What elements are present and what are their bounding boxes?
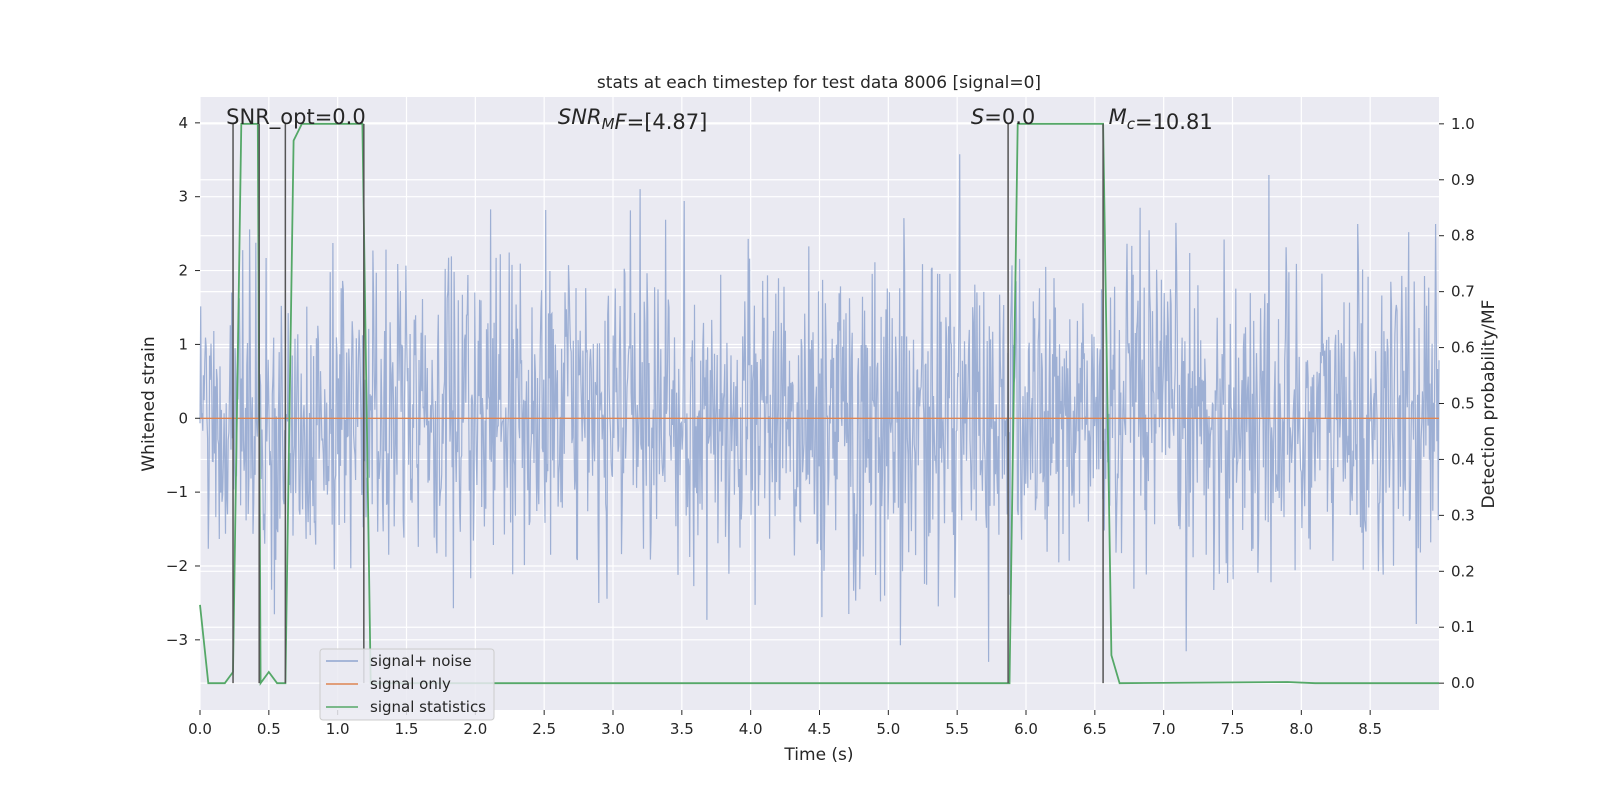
- annotation-part: =0.0: [984, 105, 1035, 129]
- annotation-part: M: [1109, 105, 1127, 129]
- y2-tick-label: 0.4: [1451, 450, 1475, 468]
- x-axis-label: Time (s): [783, 745, 853, 765]
- y2-tick-label: 0.5: [1451, 395, 1475, 413]
- y2-tick-label: 1.0: [1451, 115, 1475, 133]
- x-tick-label: 0.0: [188, 720, 212, 738]
- y2-tick-label: 0.8: [1451, 227, 1475, 245]
- x-tick-label: 0.5: [257, 720, 281, 738]
- y-tick-label: −2: [166, 557, 188, 575]
- x-ticks: 0.0 0.5 1.0 1.5 2.0 2.5 3.0 3.5 4.0 4.5 5.0 5.5 6.0 6…: [188, 710, 1382, 738]
- legend: signal+ noise signal only signal statist…: [319, 648, 495, 721]
- y-tick-label: 0: [178, 409, 188, 427]
- y-tick-label: −3: [166, 631, 188, 649]
- y2-tick-label: 0.3: [1451, 506, 1475, 524]
- x-tick-label: 7.5: [1221, 720, 1245, 738]
- annotation-part: =[4.87]: [627, 110, 708, 134]
- annotation-snr-opt: SNR_opt=0.0: [226, 105, 366, 130]
- series-line-signal-noise: [199, 154, 1440, 662]
- y2-tick-label: 0.7: [1451, 283, 1475, 301]
- y-tick-label: 3: [178, 188, 188, 206]
- series-line-signal-statistics: [199, 122, 1439, 686]
- y2-tick-label: 0.0: [1451, 674, 1475, 692]
- x-tick-label: 8.0: [1289, 720, 1313, 738]
- annotation-part: M: [602, 115, 615, 133]
- y2-tick-label: 0.6: [1451, 339, 1475, 357]
- x-tick-label: 5.0: [876, 720, 900, 738]
- annotation-part: c: [1127, 115, 1136, 133]
- x-tick-label: 6.0: [1014, 720, 1038, 738]
- x-tick-label: 2.5: [532, 720, 556, 738]
- y-tick-label: 4: [178, 114, 188, 132]
- legend-label-signal-noise: signal+ noise: [370, 652, 472, 670]
- y-ticks: −3 −2 −1 0 1 2 3 4: [166, 114, 200, 649]
- y2-axis-label: Detection probability/MF: [1479, 300, 1499, 509]
- x-tick-label: 6.5: [1083, 720, 1107, 738]
- x-tick-label: 1.0: [326, 720, 350, 738]
- annotation-part: F: [615, 110, 628, 134]
- annotation-mc-value: Mc=10.81: [1109, 105, 1213, 134]
- chart-title: stats at each timestep for test data 800…: [597, 73, 1041, 93]
- annotation-part: S: [971, 105, 984, 129]
- x-tick-label: 1.5: [395, 720, 419, 738]
- y2-tick-label: 0.1: [1451, 618, 1475, 636]
- series-layer: [199, 122, 1439, 686]
- x-tick-label: 3.5: [670, 720, 694, 738]
- x-tick-label: 2.0: [463, 720, 487, 738]
- annotation-part: SNR_opt=0.0: [226, 105, 366, 130]
- annotation-snr-mf: SNRMF=[4.87]: [558, 105, 707, 134]
- legend-box: [319, 648, 495, 721]
- vline-layer: [232, 123, 1104, 684]
- noise-series-layer: [199, 154, 1440, 662]
- x-tick-label: 3.0: [601, 720, 625, 738]
- y-tick-label: 2: [178, 262, 188, 280]
- x-tick-label: 8.5: [1358, 720, 1382, 738]
- legend-label-signal-only: signal only: [370, 675, 451, 693]
- y2-tick-label: 0.9: [1451, 171, 1475, 189]
- annotation-part: =10.81: [1135, 110, 1213, 134]
- y-tick-label: 1: [178, 335, 188, 353]
- legend-label-signal-statistics: signal statistics: [370, 698, 486, 716]
- x-tick-label: 4.5: [808, 720, 832, 738]
- annotations: SNR_opt=0.0 SNRMF=[4.87] S=0.0 Mc=10.81: [226, 105, 1213, 134]
- y2-ticks: 0.0 0.1 0.2 0.3 0.4 0.5 0.6 0.7 0.8 0.9 1.0: [1439, 115, 1475, 692]
- y-tick-label: −1: [166, 483, 188, 501]
- annotation-part: SNR: [558, 105, 602, 129]
- annotation-s-value: S=0.0: [971, 105, 1035, 129]
- y-axis-label: Whitened strain: [139, 336, 159, 471]
- x-tick-label: 7.0: [1152, 720, 1176, 738]
- y2-tick-label: 0.2: [1451, 562, 1475, 580]
- x-tick-label: 4.0: [739, 720, 763, 738]
- x-tick-label: 5.5: [945, 720, 969, 738]
